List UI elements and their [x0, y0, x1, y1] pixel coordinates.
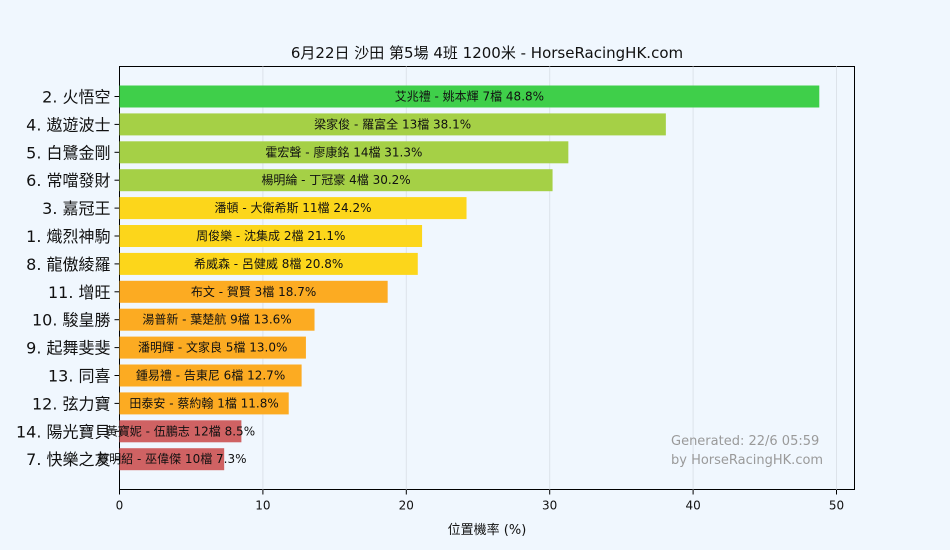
horse-label: 6. 常噹發財 — [26, 171, 110, 190]
horse-label: 14. 陽光寶貝 — [16, 422, 111, 441]
horse-label: 12. 弦力寶 — [32, 394, 111, 413]
x-tick-label: 20 — [399, 499, 414, 513]
gridlines — [262, 66, 837, 490]
generated-text: Generated: 22/6 05:59 — [671, 434, 819, 449]
bar-label: 湯普新 - 葉楚航 9檔 13.6% — [142, 312, 291, 327]
bar — [119, 280, 388, 303]
bar-label: 楊明綸 - 丁冠豪 4檔 30.2% — [261, 172, 410, 187]
bar-label: 田泰安 - 蔡約翰 1檔 11.8% — [129, 395, 278, 410]
bar — [119, 169, 553, 192]
horse-label: 11. 增旺 — [48, 283, 111, 302]
plot-area — [119, 66, 855, 490]
bar-label: 蔡明紹 - 巫偉傑 10檔 7.3% — [97, 452, 246, 466]
bar-label: 鍾易禮 - 告東尼 6檔 12.7% — [136, 369, 285, 383]
horse-labels: 2. 火悟空 4. 遨遊波士 5. 白鷺金剛 6. 常噹發財 3. 嘉冠王 1. 熾烈神駒… — [16, 88, 120, 469]
horse-label: 5. 白鷺金剛 — [26, 143, 110, 162]
bar — [119, 85, 820, 108]
x-tick-label: 0 — [116, 499, 124, 513]
bar — [119, 225, 423, 247]
horse-label: 4. 遨遊波士 — [26, 115, 110, 134]
horse-label: 13. 同喜 — [48, 367, 111, 386]
bar-label: 周俊樂 - 沈集成 2檔 21.1% — [196, 228, 345, 243]
bar — [119, 336, 306, 359]
bar-label: 黃寶妮 - 伍鵬志 12檔 8.5% — [106, 423, 255, 438]
bar-label: 潘明輝 - 文家良 5檔 13.0% — [138, 340, 287, 355]
bar — [119, 252, 418, 275]
bar — [119, 141, 569, 164]
bar-label: 希威森 - 呂健威 8檔 20.8% — [194, 256, 343, 271]
bar-label: 梁家俊 - 羅富全 13檔 38.1% — [314, 116, 471, 131]
x-tick-label: 30 — [542, 499, 557, 513]
x-tick-label: 10 — [255, 499, 270, 513]
bar — [119, 392, 289, 415]
horse-label: 8. 龍傲綾羅 — [26, 255, 110, 274]
watermark-text: by HorseRacingHK.com — [671, 453, 823, 468]
chart-title: 6月22日 沙田 第5場 4班 1200米 - HorseRacingHK.co… — [291, 44, 683, 62]
bar-label: 霍宏聲 - 廖康銘 14檔 31.3% — [265, 144, 422, 159]
x-tick-label: 50 — [829, 499, 844, 513]
bar — [119, 420, 242, 443]
bar — [119, 364, 302, 387]
x-tick-label: 40 — [685, 499, 700, 513]
bar — [119, 448, 225, 471]
bar — [119, 113, 666, 136]
horse-label: 3. 嘉冠王 — [42, 199, 110, 218]
bar — [119, 197, 467, 220]
bar-label: 潘頓 - 大衛希斯 11檔 24.2% — [215, 200, 372, 215]
horse-label: 7. 快樂之友 — [26, 450, 110, 469]
x-axis-title: 位置機率 (%) — [448, 522, 527, 538]
horse-label: 9. 起舞斐斐 — [26, 339, 110, 358]
bar-label: 布文 - 賀賢 3檔 18.7% — [191, 284, 316, 299]
horse-label: 2. 火悟空 — [42, 88, 110, 107]
bar — [119, 308, 315, 331]
bar-label: 艾兆禮 - 姚本輝 7檔 48.8% — [395, 90, 544, 104]
bars: 艾兆禮 - 姚本輝 7檔 48.8% 梁家俊 - 羅富全 13檔 38.1% 霍宏聲… — [97, 85, 820, 471]
x-axis-ticks: 0 10 20 30 40 50 — [116, 489, 844, 513]
horse-label: 10. 駿皇勝 — [32, 311, 111, 330]
horse-label: 1. 熾烈神駒 — [26, 227, 110, 246]
